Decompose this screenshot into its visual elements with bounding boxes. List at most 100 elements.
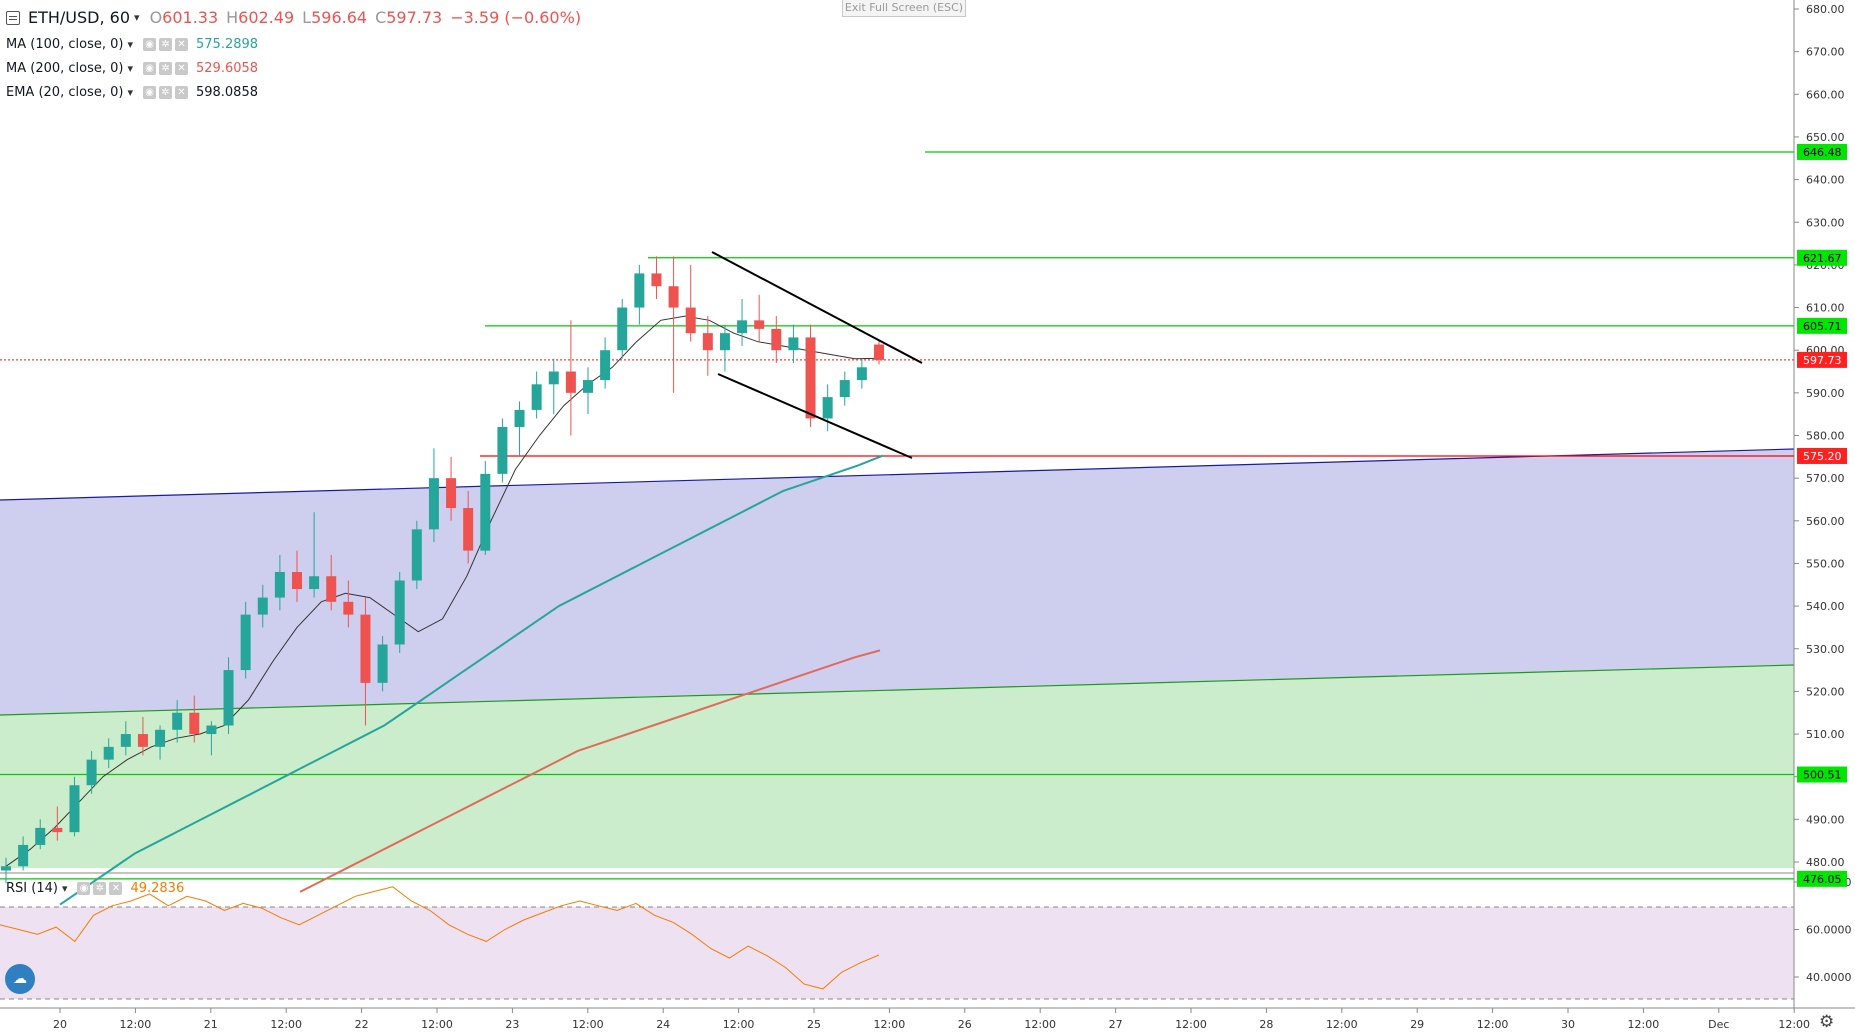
rsi-legend-row[interactable]: RSI (14) ▾ ◉ ✲ ✕ 49.2836 — [6, 881, 184, 896]
chevron-down-icon[interactable]: ▾ — [61, 882, 68, 895]
candle-body[interactable] — [120, 734, 131, 747]
candle-body[interactable] — [531, 384, 542, 410]
candle-body[interactable] — [411, 529, 422, 581]
trendline-upper[interactable] — [711, 251, 923, 364]
candle-body[interactable] — [103, 746, 114, 760]
indicator-label[interactable]: EMA (20, close, 0) — [6, 85, 124, 100]
candle-body[interactable] — [463, 508, 474, 551]
candle-body[interactable] — [754, 320, 765, 329]
green-channel-top-line[interactable] — [0, 664, 1795, 716]
symbol-row: ETH/USD, 60 ▾ O 601.33 H 602.49 L 596.64… — [6, 8, 581, 27]
candle-body[interactable] — [514, 409, 525, 427]
candle-body[interactable] — [839, 380, 850, 398]
candle-body[interactable] — [1, 866, 11, 871]
eye-icon[interactable]: ◉ — [142, 86, 156, 99]
settings-icon[interactable]: ✲ — [159, 38, 173, 51]
candle-body[interactable] — [651, 273, 662, 287]
close-icon[interactable]: ✕ — [175, 62, 189, 75]
candle-body[interactable] — [377, 644, 388, 683]
candle-body[interactable] — [240, 614, 251, 671]
settings-icon[interactable]: ✲ — [159, 62, 173, 75]
candle-body[interactable] — [668, 286, 679, 308]
candle-body[interactable] — [548, 371, 559, 385]
candle-body[interactable] — [394, 580, 405, 645]
candle-body[interactable] — [565, 371, 576, 393]
candle-body[interactable] — [771, 328, 782, 351]
chevron-down-icon[interactable]: ▾ — [127, 86, 133, 99]
candle-body[interactable] — [69, 785, 80, 833]
eye-icon[interactable]: ◉ — [143, 62, 157, 75]
ema20-line[interactable] — [5, 315, 880, 867]
candle-body[interactable] — [137, 734, 148, 747]
candle-body[interactable] — [155, 729, 166, 747]
candle-body[interactable] — [326, 576, 337, 602]
indicator-row-ma100[interactable]: MA (100, close, 0) ▾ ◉ ✲ ✕ 575.2898 — [6, 37, 258, 52]
candle-body[interactable] — [206, 725, 217, 735]
candle-body[interactable] — [274, 571, 285, 598]
candle-body[interactable] — [856, 367, 867, 381]
close-icon[interactable]: ✕ — [174, 86, 188, 99]
close-icon[interactable]: ✕ — [175, 38, 189, 51]
indicator-row-ma200[interactable]: MA (200, close, 0) ▾ ◉ ✲ ✕ 529.6058 — [6, 61, 258, 76]
settings-icon[interactable]: ✲ — [158, 86, 172, 99]
ma100-line[interactable] — [59, 454, 884, 906]
high-label: H — [226, 8, 239, 27]
candle-body[interactable] — [172, 712, 183, 730]
candle-body[interactable] — [446, 478, 457, 509]
price-tag-box — [1797, 317, 1847, 334]
candle-body[interactable] — [685, 307, 696, 334]
candle-body[interactable] — [600, 350, 611, 381]
candle-body[interactable] — [309, 576, 320, 590]
candle-body[interactable] — [702, 333, 713, 351]
settings-icon[interactable]: ✲ — [93, 882, 107, 895]
time-tick-label: 26 — [958, 1018, 972, 1031]
rsi-label[interactable]: RSI (14) — [6, 881, 58, 896]
candle-body[interactable] — [223, 670, 234, 726]
close-icon[interactable]: ✕ — [109, 882, 123, 895]
candle-body[interactable] — [874, 344, 884, 360]
rsi-line[interactable] — [0, 886, 880, 990]
candle-body[interactable] — [480, 473, 491, 551]
candle-body[interactable] — [86, 759, 97, 786]
candle-body[interactable] — [428, 478, 439, 530]
exit-fullscreen-button[interactable]: Exit Full Screen (ESC) — [842, 0, 966, 17]
candle-body[interactable] — [737, 320, 748, 334]
candle-body[interactable] — [18, 844, 29, 867]
candle-body[interactable] — [343, 601, 354, 615]
candle-body[interactable] — [257, 597, 268, 615]
chevron-down-icon[interactable]: ▾ — [127, 62, 134, 75]
tradingview-logo-icon[interactable]: ☁ — [5, 964, 35, 994]
candle-body[interactable] — [35, 827, 46, 845]
price-tick-label: 480.00 — [1806, 856, 1845, 869]
eye-icon[interactable]: ◉ — [77, 882, 91, 895]
chevron-down-icon[interactable]: ▾ — [127, 38, 134, 51]
ma200-line[interactable] — [299, 649, 881, 893]
candle-body[interactable] — [497, 426, 508, 474]
candle-body[interactable] — [634, 273, 645, 308]
candle-body[interactable] — [788, 337, 799, 351]
candle-body[interactable] — [805, 337, 816, 419]
candle-body[interactable] — [360, 614, 371, 683]
open-value: 601.33 — [162, 8, 219, 27]
candle-body[interactable] — [292, 571, 302, 590]
chevron-down-icon[interactable]: ▾ — [134, 11, 140, 24]
eye-icon[interactable]: ◉ — [143, 38, 157, 51]
time-tick-label: 12:00 — [1024, 1018, 1056, 1031]
candle-body[interactable] — [52, 827, 63, 833]
blue-channel-top-line[interactable] — [0, 448, 1795, 501]
candle-body[interactable] — [719, 333, 730, 351]
trendline-lower[interactable] — [717, 373, 913, 459]
candle-body[interactable] — [617, 307, 628, 351]
low-label: L — [302, 8, 312, 27]
candle-body[interactable] — [583, 380, 593, 393]
indicator-label[interactable]: MA (100, close, 0) — [6, 37, 124, 52]
candle-body[interactable] — [189, 712, 200, 735]
indicator-label[interactable]: MA (200, close, 0) — [6, 61, 124, 76]
gear-icon[interactable]: ⚙ — [1819, 1012, 1835, 1032]
indicator-row-ema20[interactable]: EMA (20, close, 0) ▾ ◉ ✲ ✕ 598.0858 — [6, 85, 258, 100]
symbol-label[interactable]: ETH/USD, 60 — [28, 8, 131, 27]
candle-body[interactable] — [822, 397, 833, 419]
collapse-icon[interactable] — [6, 10, 20, 25]
price-tick-label: 640.00 — [1806, 174, 1845, 187]
